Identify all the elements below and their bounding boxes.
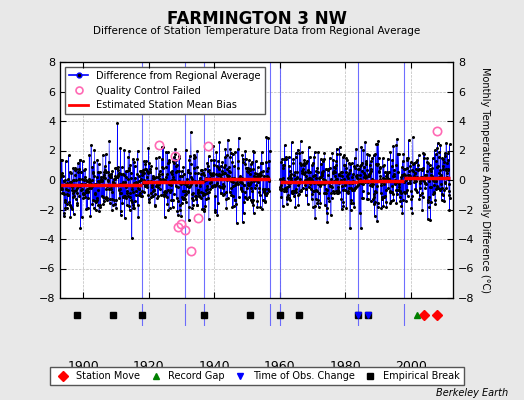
- Y-axis label: Monthly Temperature Anomaly Difference (°C): Monthly Temperature Anomaly Difference (…: [480, 67, 490, 293]
- Text: Difference of Station Temperature Data from Regional Average: Difference of Station Temperature Data f…: [93, 26, 420, 36]
- Legend: Station Move, Record Gap, Time of Obs. Change, Empirical Break: Station Move, Record Gap, Time of Obs. C…: [50, 367, 464, 385]
- Text: FARMINGTON 3 NW: FARMINGTON 3 NW: [167, 10, 347, 28]
- Legend: Difference from Regional Average, Quality Control Failed, Estimated Station Mean: Difference from Regional Average, Qualit…: [65, 67, 265, 114]
- Text: Berkeley Earth: Berkeley Earth: [436, 388, 508, 398]
